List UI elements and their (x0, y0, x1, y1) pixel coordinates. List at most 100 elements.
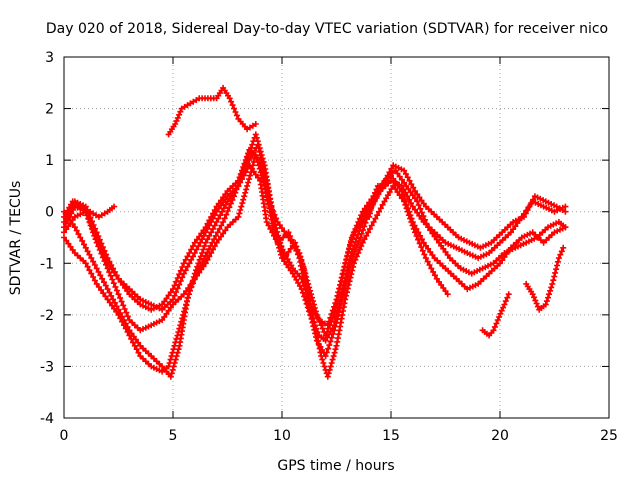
data-point (259, 159, 266, 166)
data-point (79, 237, 86, 244)
data-point (408, 219, 415, 225)
data-point (262, 174, 269, 181)
data-point (339, 271, 346, 278)
data-point (167, 304, 174, 311)
data-point (235, 213, 242, 220)
data-point (553, 266, 560, 273)
data-point (359, 208, 366, 215)
data-point (99, 275, 106, 282)
data-point (338, 274, 345, 281)
data-point (194, 236, 200, 243)
data-point (174, 285, 181, 292)
data-point (208, 250, 215, 256)
data-point (133, 346, 140, 353)
y-axis-label: SDTVAR / TECUs (8, 181, 24, 296)
data-point (99, 249, 106, 256)
data-point (403, 205, 410, 212)
data-point (263, 219, 270, 225)
data-point (191, 250, 198, 256)
data-point (231, 193, 237, 200)
data-point (169, 349, 176, 356)
data-point (238, 175, 245, 182)
data-point (326, 366, 333, 373)
data-point (404, 208, 411, 215)
data-point (111, 269, 118, 276)
data-point (497, 260, 503, 267)
data-point (204, 256, 211, 263)
data-point (420, 213, 427, 220)
data-point (532, 297, 539, 304)
data-point (299, 261, 306, 268)
data-point (84, 212, 91, 219)
data-point (494, 317, 501, 323)
data-point (201, 243, 208, 250)
data-point (534, 303, 541, 310)
data-point (259, 176, 266, 183)
data-point (182, 267, 189, 274)
data-point (82, 244, 89, 251)
data-point (345, 250, 352, 256)
data-point (170, 286, 176, 293)
data-point (279, 225, 285, 232)
data-point (238, 203, 245, 210)
data-point (388, 165, 395, 172)
data-point (246, 176, 253, 183)
data-point (195, 243, 202, 250)
data-point (359, 239, 366, 246)
data-point (86, 267, 93, 274)
data-point (128, 330, 135, 337)
data-point (194, 272, 200, 279)
data-point (361, 217, 368, 224)
data-point (418, 197, 425, 204)
data-point (179, 274, 186, 281)
data-point (278, 251, 284, 258)
data-point (163, 310, 170, 317)
data-point (326, 331, 333, 338)
data-point (236, 210, 243, 217)
data-point (101, 279, 107, 286)
data-point (111, 203, 118, 210)
data-point (550, 277, 557, 284)
data-point (285, 229, 292, 236)
data-point (88, 270, 95, 277)
data-point (219, 208, 226, 215)
x-tick-label: 25 (600, 428, 618, 444)
x-tick-label: 5 (169, 428, 178, 444)
data-point (190, 253, 196, 260)
data-point (227, 200, 234, 207)
data-point (273, 232, 280, 239)
data-point (381, 198, 388, 205)
data-point (167, 356, 174, 363)
data-point (180, 260, 187, 267)
data-point (310, 307, 317, 314)
data-point (554, 258, 561, 265)
data-point (327, 314, 334, 321)
data-point (379, 182, 386, 189)
data-point (240, 196, 247, 203)
data-point (102, 293, 109, 300)
data-point (112, 283, 119, 290)
data-point (287, 233, 294, 239)
data-point (95, 268, 102, 275)
data-point (415, 236, 422, 243)
data-point (497, 310, 504, 317)
data-point (202, 229, 209, 236)
data-point (276, 239, 283, 246)
data-point (353, 253, 360, 260)
data-point (350, 229, 357, 236)
data-point (231, 105, 237, 112)
data-point (422, 255, 429, 262)
data-point (307, 311, 314, 318)
data-point (328, 360, 335, 366)
data-point (417, 205, 424, 212)
data-point (95, 284, 102, 290)
data-point (109, 276, 116, 283)
data-point (428, 265, 435, 272)
data-point (507, 229, 514, 236)
data-point (313, 325, 320, 332)
series-arc-9 (479, 291, 512, 339)
data-point (319, 325, 326, 332)
data-point (309, 304, 316, 311)
data-point (306, 297, 313, 304)
data-point (189, 278, 196, 285)
